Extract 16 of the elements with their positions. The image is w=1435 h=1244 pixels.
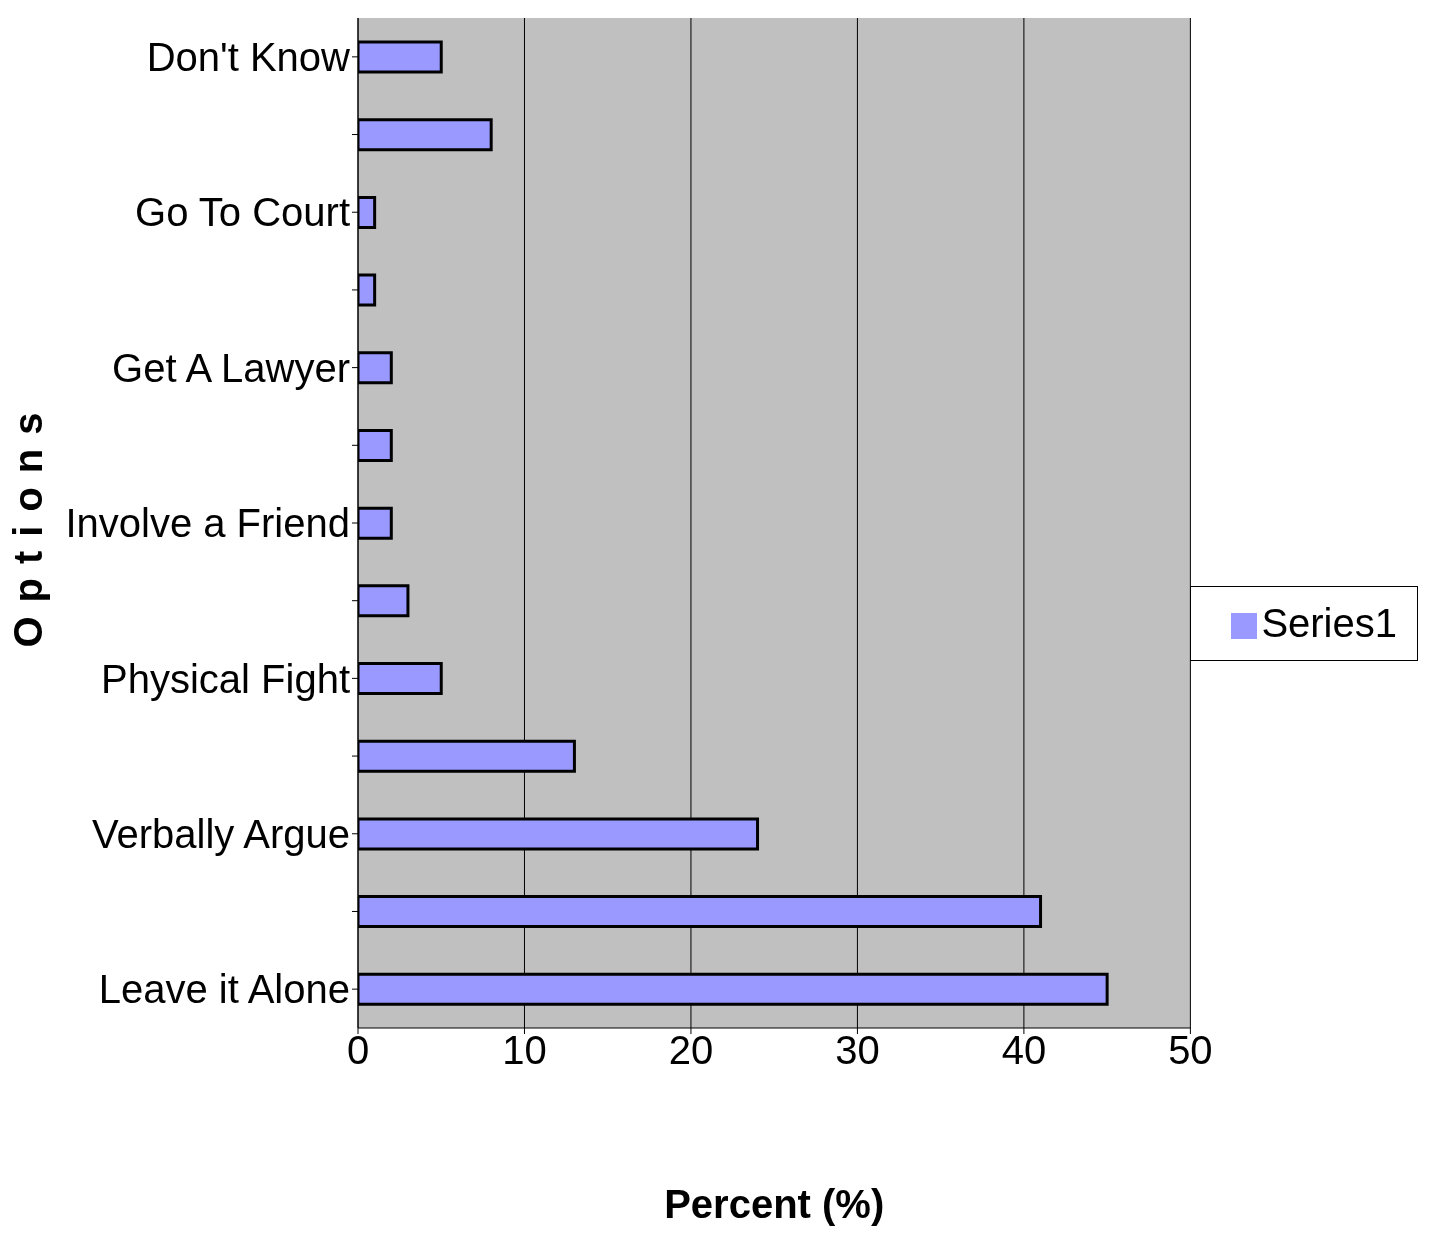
- legend-label: Series1: [1261, 600, 1397, 645]
- x-tick-label: 50: [1168, 1028, 1213, 1073]
- y-tick-label: Verbally Argue: [92, 811, 350, 856]
- y-tick-label: Involve a Friend: [65, 501, 350, 546]
- x-tick-label: 30: [835, 1028, 880, 1073]
- y-tick-label: Leave it Alone: [98, 967, 350, 1012]
- x-tick-label: 10: [502, 1028, 547, 1073]
- x-tick-label: 40: [1001, 1028, 1047, 1073]
- y-tick-label: Don't Know: [146, 35, 351, 80]
- x-tick-label: 20: [668, 1028, 714, 1073]
- y-tick-label: Go To Court: [135, 190, 350, 235]
- x-axis-title: Percent (%): [664, 1182, 885, 1226]
- x-tick-label: 0: [346, 1028, 370, 1073]
- y-axis-title: Options: [6, 398, 51, 648]
- y-tick-label: Get A Lawyer: [112, 345, 350, 390]
- y-tick-label: Physical Fight: [101, 656, 350, 701]
